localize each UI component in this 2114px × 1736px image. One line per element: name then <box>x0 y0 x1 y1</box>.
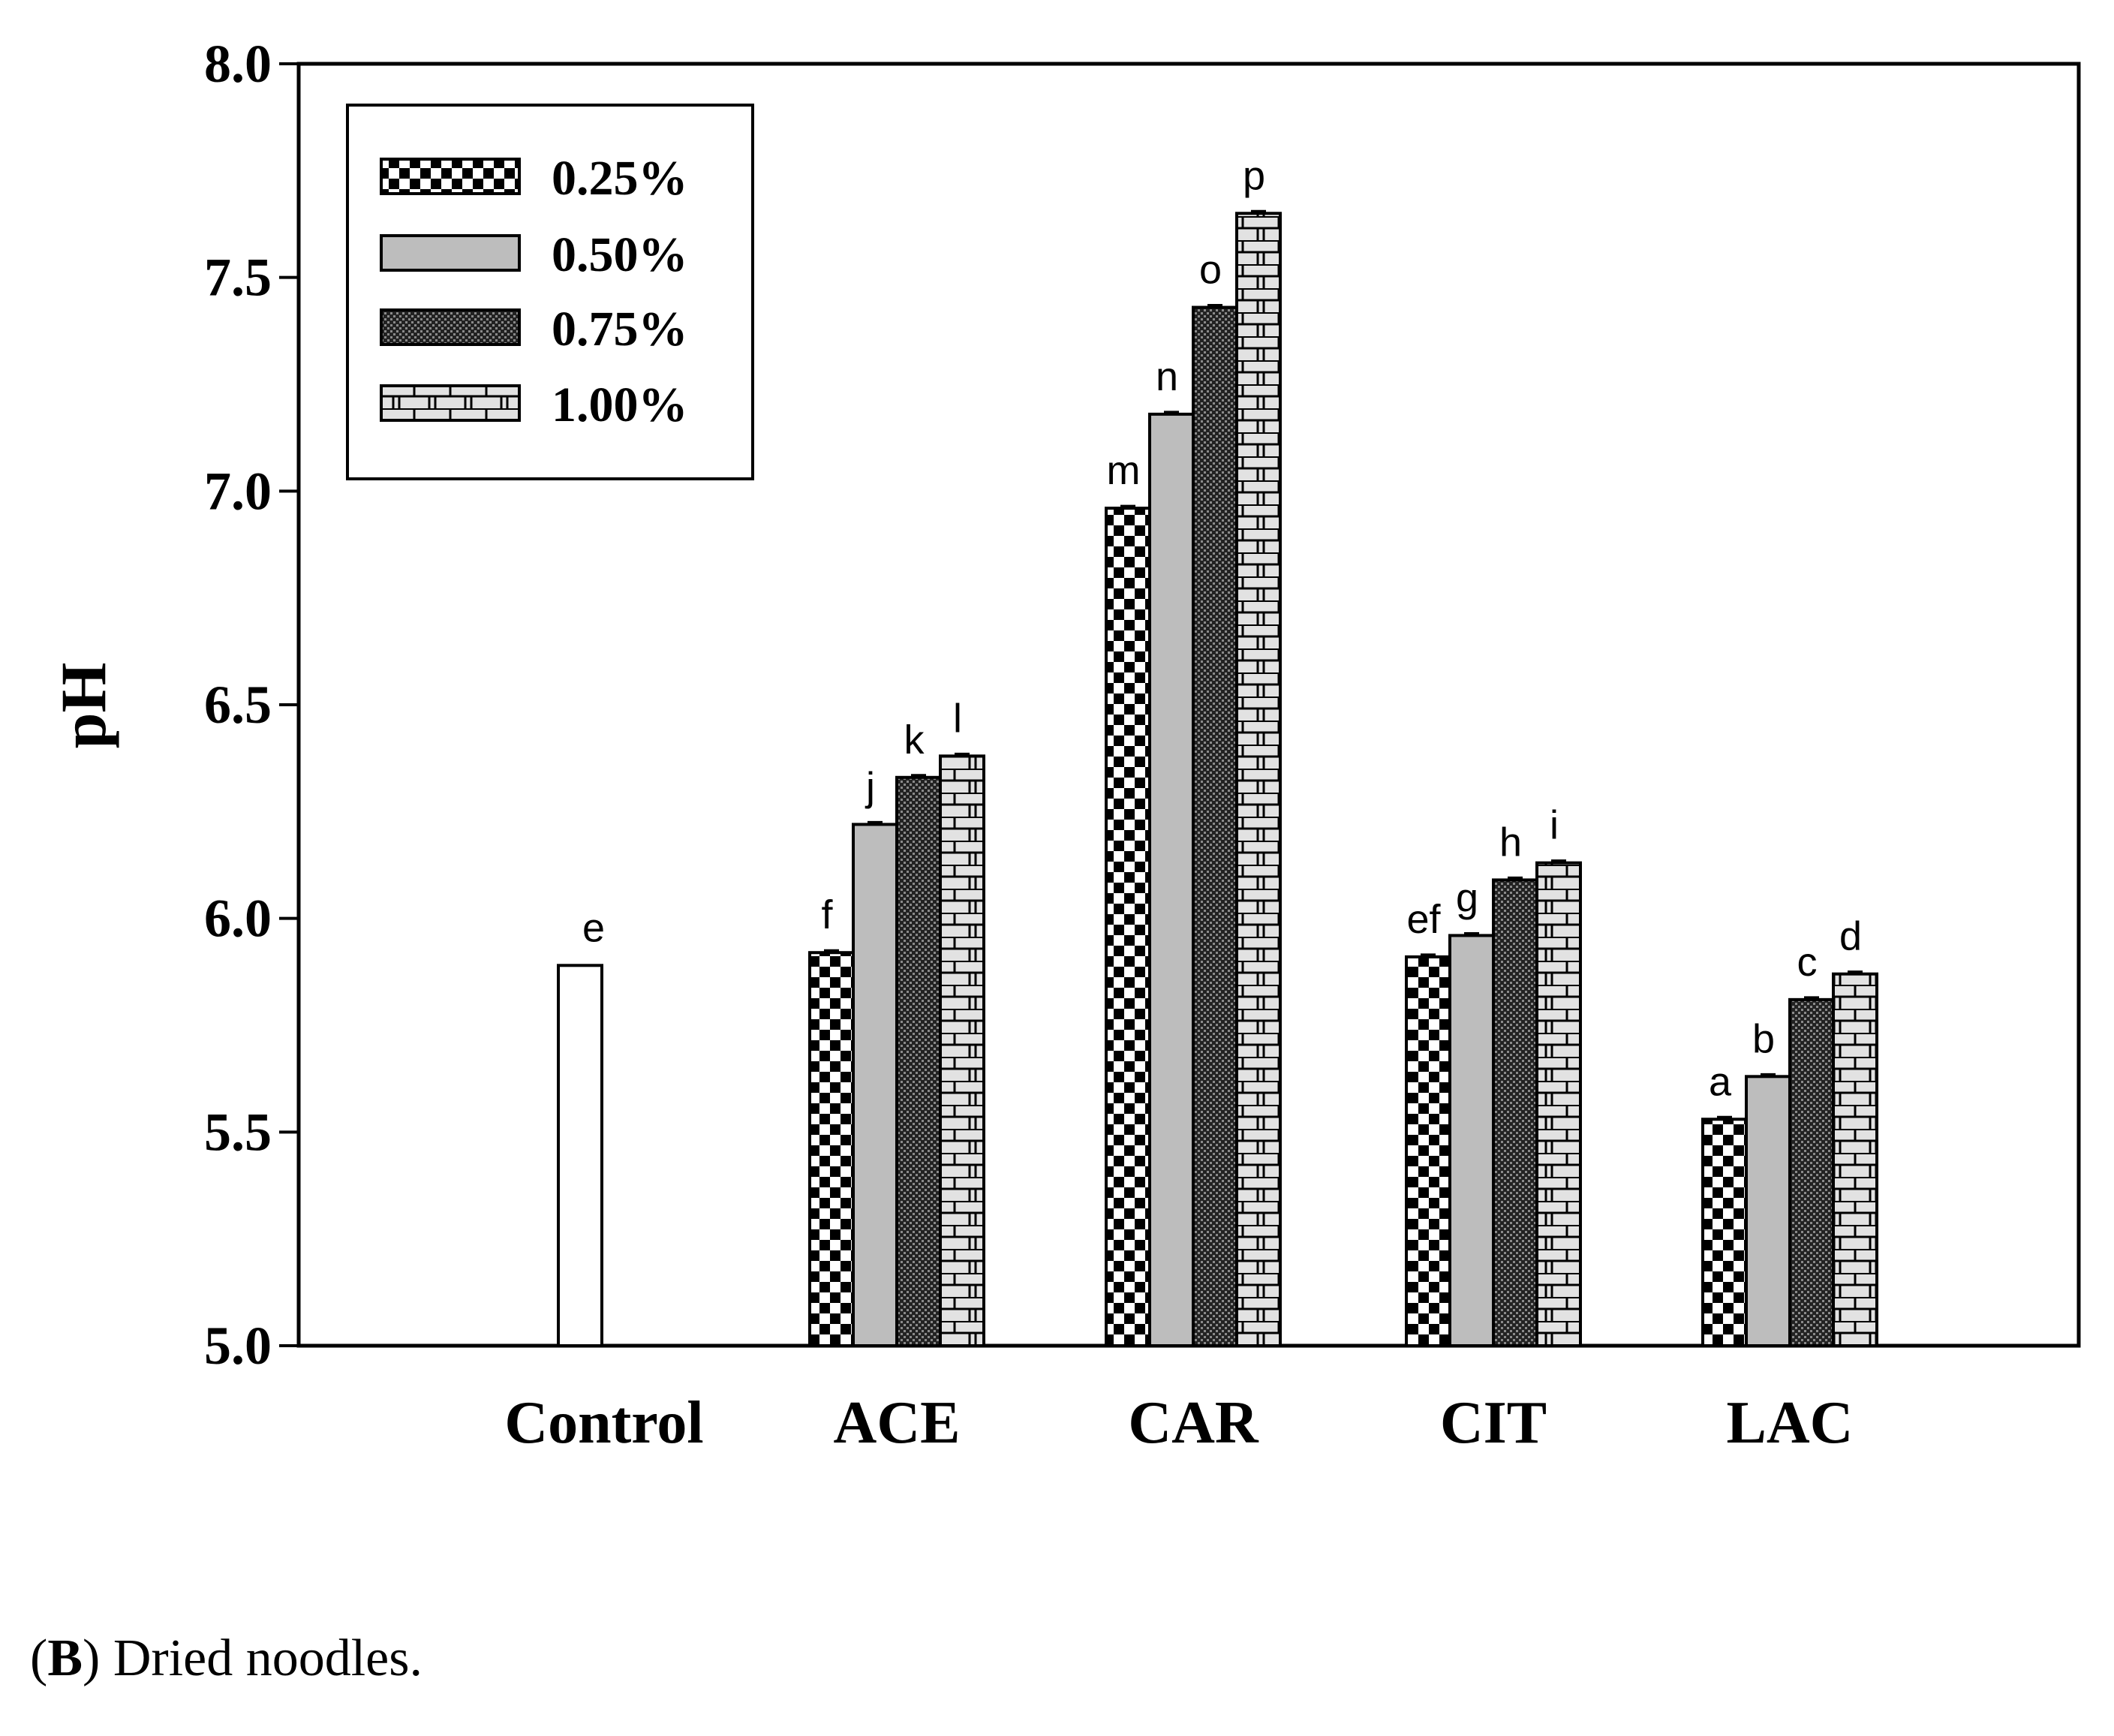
caption-text: Dried noodles. <box>113 1629 422 1687</box>
bar-ace-1.00pct <box>939 754 985 1347</box>
legend-swatch-1.00pct <box>380 384 521 422</box>
y-tick-label: 7.0 <box>204 461 272 521</box>
legend-swatch-0.50pct <box>380 234 521 272</box>
bar-cit-0.75pct <box>1492 878 1538 1347</box>
figure-caption: (B) Dried noodles. <box>30 1629 422 1687</box>
x-tick-label-ace: ACE <box>834 1390 961 1456</box>
legend-label: 0.25% <box>552 151 688 206</box>
x-tick-label-car: CAR <box>1128 1390 1259 1456</box>
bar-cit-1.00pct <box>1535 861 1582 1347</box>
sig-letter-lac-1: b <box>1752 1016 1775 1061</box>
bar-car-1.00pct <box>1235 212 1282 1347</box>
legend-swatch-0.75pct <box>380 308 521 346</box>
bar-lac-0.75pct <box>1788 997 1835 1347</box>
sig-letter-cit-1: g <box>1456 875 1478 920</box>
bar-ace-0.75pct <box>895 775 942 1347</box>
y-tick-label: 5.5 <box>204 1102 272 1162</box>
sig-letter-car-3: p <box>1243 153 1265 198</box>
sig-letter-ace-3: l <box>953 696 962 741</box>
bar-ace-0.50pct <box>852 823 898 1347</box>
sig-letter-ace-1: j <box>865 764 875 809</box>
sig-letter-lac-3: d <box>1839 914 1862 959</box>
y-tick-label: 8.0 <box>204 34 272 94</box>
y-axis-ticks: 5.0 5.5 6.0 6.5 7.0 7.5 8.0 <box>204 34 299 1376</box>
sig-letter-control: e <box>582 905 605 950</box>
legend-label: 1.00% <box>552 378 688 432</box>
sig-letter-lac-0: a <box>1709 1059 1732 1104</box>
bar-control <box>557 964 603 1347</box>
bar-groups <box>557 209 1878 1348</box>
legend-label: 0.50% <box>552 227 688 282</box>
bar-car-0.25pct <box>1105 507 1151 1347</box>
x-tick-label-cit: CIT <box>1440 1390 1547 1456</box>
x-tick-label-lac: LAC <box>1727 1390 1854 1456</box>
sig-letter-lac-2: c <box>1797 940 1818 985</box>
y-axis-title: pH <box>47 663 119 749</box>
bar-cit-0.25pct <box>1405 955 1451 1347</box>
sig-letter-ace-0: f <box>821 892 833 937</box>
bar-car-0.50pct <box>1148 412 1195 1347</box>
legend-swatch-0.25pct <box>380 158 521 195</box>
y-tick-label: 7.5 <box>204 248 272 308</box>
sig-letter-cit-2: h <box>1499 820 1522 865</box>
bar-ace-0.25pct <box>808 951 855 1348</box>
sig-letter-car-1: n <box>1156 354 1178 399</box>
y-tick-label: 6.5 <box>204 675 272 735</box>
bar-car-0.75pct <box>1192 305 1238 1347</box>
caption-label: B <box>47 1629 83 1687</box>
legend: 0.25% 0.50% 0.75% 1.00% <box>346 104 754 480</box>
sig-letter-car-0: m <box>1107 448 1141 493</box>
sig-letter-cit-0: ef <box>1406 897 1441 942</box>
x-tick-label-control: Control <box>504 1390 703 1456</box>
y-tick-label: 6.0 <box>204 889 272 949</box>
bar-cit-0.50pct <box>1448 934 1495 1347</box>
y-tick-label: 5.0 <box>204 1316 272 1376</box>
x-axis-category-labels: Control ACE CAR CIT LAC <box>504 1390 1853 1456</box>
bar-lac-1.00pct <box>1832 972 1878 1348</box>
sig-letter-cit-3: i <box>1550 803 1559 848</box>
legend-label: 0.75% <box>552 302 688 357</box>
sig-letter-ace-2: k <box>904 718 925 763</box>
bar-lac-0.25pct <box>1701 1118 1748 1347</box>
sig-letter-car-2: o <box>1199 248 1222 293</box>
bar-lac-0.50pct <box>1745 1075 1791 1347</box>
